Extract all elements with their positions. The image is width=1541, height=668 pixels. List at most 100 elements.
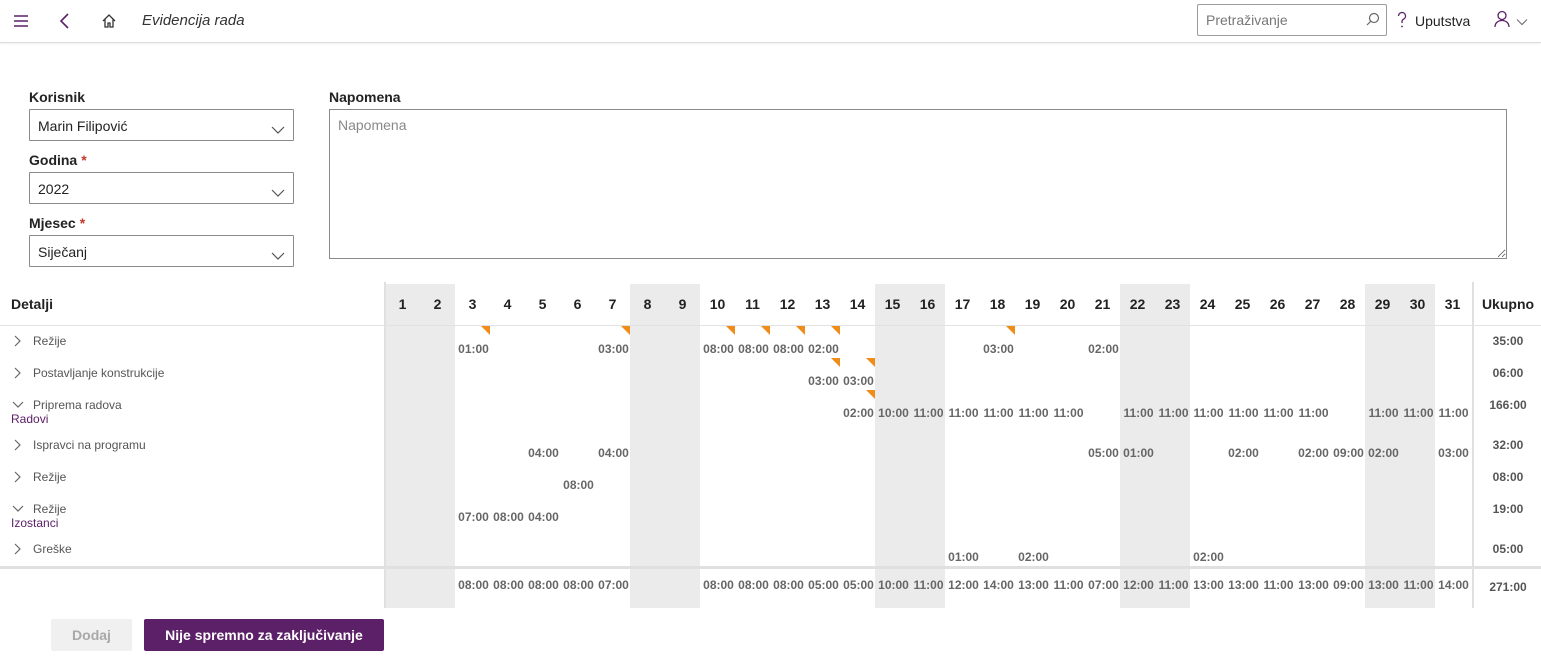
lock-status-button[interactable]: Nije spremno za zaključivanje: [144, 619, 384, 651]
hours-cell[interactable]: 01:00: [1123, 446, 1154, 460]
group-label: Izostanci: [11, 516, 59, 530]
hours-cell[interactable]: 11:00: [1263, 406, 1294, 420]
hours-cell[interactable]: 01:00: [948, 550, 979, 564]
day-total: 11:00: [1403, 578, 1434, 592]
row-label[interactable]: Postavljanje konstrukcije: [33, 366, 165, 380]
day-header: 11: [745, 296, 760, 312]
hours-cell[interactable]: 04:00: [528, 510, 559, 524]
comment-flag-icon: [481, 326, 490, 335]
hours-cell[interactable]: 11:00: [1438, 406, 1469, 420]
weekend-column: [385, 284, 420, 608]
hours-cell[interactable]: 04:00: [528, 446, 559, 460]
hours-cell[interactable]: 05:00: [1088, 446, 1119, 460]
add-button[interactable]: Dodaj: [51, 619, 132, 651]
day-total: 08:00: [738, 578, 769, 592]
row-label[interactable]: Priprema radova: [33, 398, 122, 412]
hours-cell[interactable]: 11:00: [1298, 406, 1329, 420]
day-total: 05:00: [808, 578, 839, 592]
hours-cell[interactable]: 11:00: [1368, 406, 1399, 420]
chevron-right-icon[interactable]: [12, 366, 24, 380]
comment-flag-icon: [866, 390, 875, 399]
help-link[interactable]: Uputstva: [1397, 10, 1470, 32]
hours-cell[interactable]: 09:00: [1333, 446, 1364, 460]
hours-cell[interactable]: 03:00: [808, 374, 839, 388]
search-input[interactable]: [1198, 5, 1358, 35]
row-label[interactable]: Režije: [33, 502, 67, 516]
hours-cell[interactable]: 02:00: [1193, 550, 1224, 564]
menu-icon[interactable]: [8, 8, 34, 34]
chevron-right-icon[interactable]: [12, 438, 24, 452]
mjesec-value: Siječanj: [38, 244, 88, 260]
search-box[interactable]: [1197, 4, 1387, 36]
chevron-down-icon[interactable]: [12, 502, 24, 516]
hours-cell[interactable]: 03:00: [598, 342, 629, 356]
korisnik-select[interactable]: Marin Filipović: [29, 109, 294, 141]
chevron-right-icon[interactable]: [12, 542, 24, 556]
hours-cell[interactable]: 03:00: [983, 342, 1014, 356]
row-label[interactable]: Greške: [33, 542, 72, 556]
hours-cell[interactable]: 08:00: [563, 478, 594, 492]
hours-cell[interactable]: 01:00: [458, 342, 489, 356]
day-header: 15: [884, 296, 901, 312]
hours-cell[interactable]: 02:00: [1088, 342, 1119, 356]
comment-flag-icon: [1006, 326, 1015, 335]
day-header: 29: [1374, 296, 1391, 312]
hours-cell[interactable]: 02:00: [843, 406, 874, 420]
comment-flag-icon: [866, 358, 875, 367]
godina-select[interactable]: 2022: [29, 172, 294, 204]
day-header: 1: [398, 296, 407, 312]
hours-cell[interactable]: 11:00: [983, 406, 1014, 420]
required-mark: *: [79, 215, 86, 231]
hours-cell[interactable]: 08:00: [703, 342, 734, 356]
hours-cell[interactable]: 08:00: [493, 510, 524, 524]
hours-cell[interactable]: 08:00: [738, 342, 769, 356]
hours-cell[interactable]: 08:00: [773, 342, 804, 356]
chevron-down-icon[interactable]: [12, 398, 24, 412]
home-icon[interactable]: [96, 8, 122, 34]
comment-flag-icon: [621, 326, 630, 335]
hours-cell[interactable]: 11:00: [948, 406, 979, 420]
row-label[interactable]: Ispravci na programu: [33, 438, 146, 452]
mjesec-select[interactable]: Siječanj: [29, 235, 294, 267]
weekend-column: [910, 284, 945, 608]
row-total: 05:00: [1492, 542, 1524, 556]
hours-cell[interactable]: 02:00: [1368, 446, 1399, 460]
hours-cell[interactable]: 10:00: [878, 406, 909, 420]
weekend-column: [1120, 284, 1155, 608]
hours-cell[interactable]: 02:00: [1298, 446, 1329, 460]
row-label[interactable]: Režije: [33, 470, 67, 484]
user-menu[interactable]: [1494, 10, 1528, 33]
weekend-column: [665, 284, 700, 608]
hours-cell[interactable]: 03:00: [1438, 446, 1469, 460]
back-icon[interactable]: [52, 8, 78, 34]
hours-cell[interactable]: 11:00: [1193, 406, 1224, 420]
chevron-down-icon: [271, 184, 285, 202]
hours-cell[interactable]: 11:00: [1123, 406, 1154, 420]
hours-cell[interactable]: 11:00: [1403, 406, 1434, 420]
day-header: 8: [643, 296, 652, 312]
day-header: 23: [1164, 296, 1181, 312]
hours-cell[interactable]: 11:00: [1018, 406, 1049, 420]
hours-cell[interactable]: 03:00: [843, 374, 874, 388]
hours-cell[interactable]: 02:00: [808, 342, 839, 356]
hours-cell[interactable]: 11:00: [1158, 406, 1189, 420]
chevron-right-icon[interactable]: [12, 470, 24, 484]
hours-cell[interactable]: 11:00: [1228, 406, 1259, 420]
hours-cell[interactable]: 11:00: [1053, 406, 1084, 420]
napomena-textarea[interactable]: [329, 109, 1507, 259]
day-header: 17: [954, 296, 971, 312]
row-total: 19:00: [1492, 502, 1524, 516]
godina-value: 2022: [38, 181, 70, 197]
day-total: 13:00: [1018, 578, 1049, 592]
hours-cell[interactable]: 07:00: [458, 510, 489, 524]
row-label[interactable]: Režije: [33, 334, 67, 348]
chevron-right-icon[interactable]: [12, 334, 24, 348]
comment-flag-icon: [761, 326, 770, 335]
hours-cell[interactable]: 11:00: [913, 406, 944, 420]
weekend-column: [1365, 284, 1400, 608]
hours-cell[interactable]: 02:00: [1018, 550, 1049, 564]
day-total: 13:00: [1193, 578, 1224, 592]
hours-cell[interactable]: 02:00: [1228, 446, 1259, 460]
hours-cell[interactable]: 04:00: [598, 446, 629, 460]
search-icon[interactable]: [1366, 12, 1380, 31]
